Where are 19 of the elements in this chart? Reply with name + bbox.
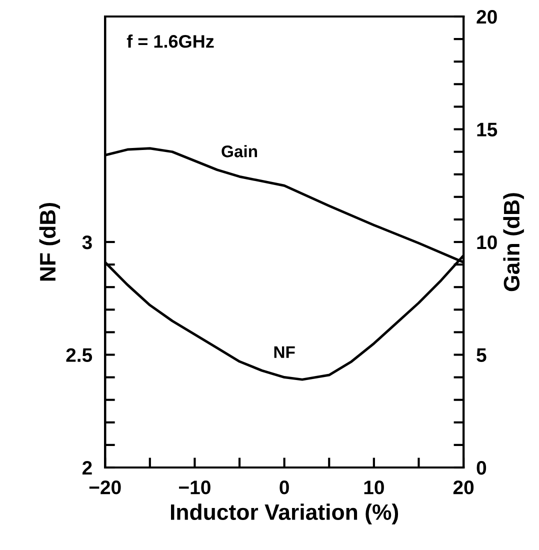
- y2-tick-label: 15: [477, 122, 498, 136]
- y2-tick-label: 10: [477, 235, 497, 250]
- x-tick-label: 10: [364, 480, 384, 494]
- series-label: NF: [274, 346, 295, 358]
- y-tick-label: 2: [82, 460, 92, 475]
- y2-axis-title: Gain (dB): [503, 193, 524, 292]
- x-tick-label: 20: [453, 480, 474, 494]
- y-axis-title: NF (dB): [39, 202, 60, 281]
- y-tick-label: 2.5: [66, 348, 92, 362]
- annotation: f = 1.6GHz: [126, 34, 214, 48]
- series-label: Gain: [222, 145, 258, 158]
- x-tick-label: −10: [179, 480, 210, 494]
- y2-tick-label: 5: [476, 348, 486, 362]
- y2-tick-label: 20: [476, 10, 497, 24]
- x-tick-label: −20: [89, 480, 121, 494]
- x-axis-title: Inductor Variation (%): [170, 504, 398, 524]
- x-tick-label: 0: [280, 480, 289, 494]
- y2-tick-label: 0: [476, 460, 486, 475]
- y-tick-label: 3: [82, 235, 92, 250]
